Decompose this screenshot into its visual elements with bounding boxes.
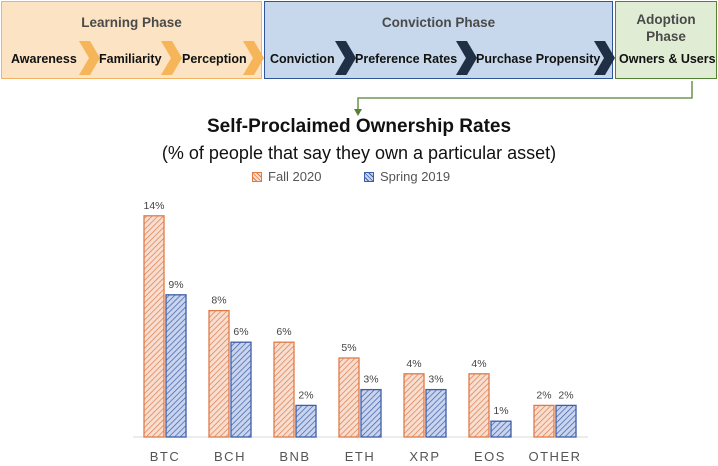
bar-xrp-spring-2019	[425, 388, 447, 438]
step-owners-users: Owners & Users	[619, 52, 716, 66]
bar-eos-fall-2020	[468, 373, 490, 438]
connector-arrow	[357, 81, 693, 110]
x-tick-bnb: BNB	[279, 449, 310, 464]
conviction-chevron-2	[456, 41, 477, 75]
learning-chevron-1	[79, 41, 100, 75]
bar-bch-spring-2019	[230, 341, 252, 438]
conviction-chevron-3	[594, 41, 615, 75]
data-label-bch-fall-2020: 8%	[211, 295, 226, 307]
bar-eth-spring-2019	[360, 388, 382, 438]
bar-eth-fall-2020	[338, 357, 360, 438]
x-tick-xrp: XRP	[409, 449, 440, 464]
legend-swatch-fall-2020	[252, 172, 262, 182]
x-tick-eth: ETH	[345, 449, 376, 464]
x-tick-btc: BTC	[150, 449, 181, 464]
bar-bnb-fall-2020	[273, 341, 295, 438]
legend-label-spring-2019: Spring 2019	[380, 169, 451, 184]
legend-swatch-spring-2019	[364, 172, 374, 182]
bar-other-spring-2019	[555, 404, 577, 438]
bar-other-fall-2020	[533, 404, 555, 438]
data-label-btc-spring-2019: 9%	[168, 279, 183, 291]
data-label-eth-fall-2020: 5%	[341, 342, 356, 354]
bar-xrp-fall-2020	[403, 373, 425, 438]
learning-phase-title: Learning Phase	[81, 15, 182, 30]
connector-arrowhead	[354, 109, 362, 116]
data-label-eos-fall-2020: 4%	[471, 358, 486, 370]
data-label-other-spring-2019: 2%	[558, 389, 573, 401]
chart-subtitle: (% of people that say they own a particu…	[161, 143, 557, 163]
data-label-xrp-spring-2019: 3%	[428, 374, 443, 386]
data-label-eth-spring-2019: 3%	[363, 374, 378, 386]
step-preference-rates: Preference Rates	[355, 52, 458, 66]
bar-bnb-spring-2019	[295, 404, 317, 438]
x-tick-bch: BCH	[214, 449, 246, 464]
data-label-xrp-fall-2020: 4%	[406, 358, 421, 370]
step-awareness: Awareness	[11, 52, 77, 66]
x-tick-other: OTHER	[529, 449, 582, 464]
step-perception: Perception	[182, 52, 247, 66]
legend-item-spring-2019: Spring 2019	[364, 169, 450, 184]
learning-chevron-2	[161, 41, 182, 75]
bar-btc-spring-2019	[165, 294, 187, 438]
x-tick-eos: EOS	[474, 449, 506, 464]
legend-label-fall-2020: Fall 2020	[268, 169, 322, 184]
data-label-eos-spring-2019: 1%	[493, 405, 508, 417]
data-label-bch-spring-2019: 6%	[233, 326, 248, 338]
adoption-phase-title: Adoption Phase	[636, 12, 696, 44]
learning-phase-box: Learning Phase Awareness Familiarity Per…	[1, 1, 264, 79]
adoption-phase-box: Adoption Phase Owners & Users	[615, 1, 717, 79]
data-label-other-fall-2020: 2%	[536, 389, 551, 401]
learning-chevron-3	[243, 41, 264, 75]
step-purchase-propensity: Purchase Propensity	[476, 52, 601, 66]
chart-title: Self-Proclaimed Ownership Rates	[206, 116, 512, 137]
bar-bch-fall-2020	[208, 309, 230, 438]
conviction-phase-box: Conviction Phase Conviction Preference R…	[264, 1, 615, 79]
data-label-bnb-fall-2020: 6%	[276, 326, 291, 338]
data-label-bnb-spring-2019: 2%	[298, 389, 313, 401]
data-label-btc-fall-2020: 14%	[143, 200, 164, 212]
step-conviction: Conviction	[270, 52, 335, 66]
conviction-chevron-1	[335, 41, 356, 75]
bar-btc-fall-2020	[143, 215, 165, 438]
legend-item-fall-2020: Fall 2020	[252, 169, 321, 184]
bar-eos-spring-2019	[490, 420, 512, 438]
conviction-phase-title: Conviction Phase	[381, 15, 496, 30]
step-familiarity: Familiarity	[99, 52, 162, 66]
